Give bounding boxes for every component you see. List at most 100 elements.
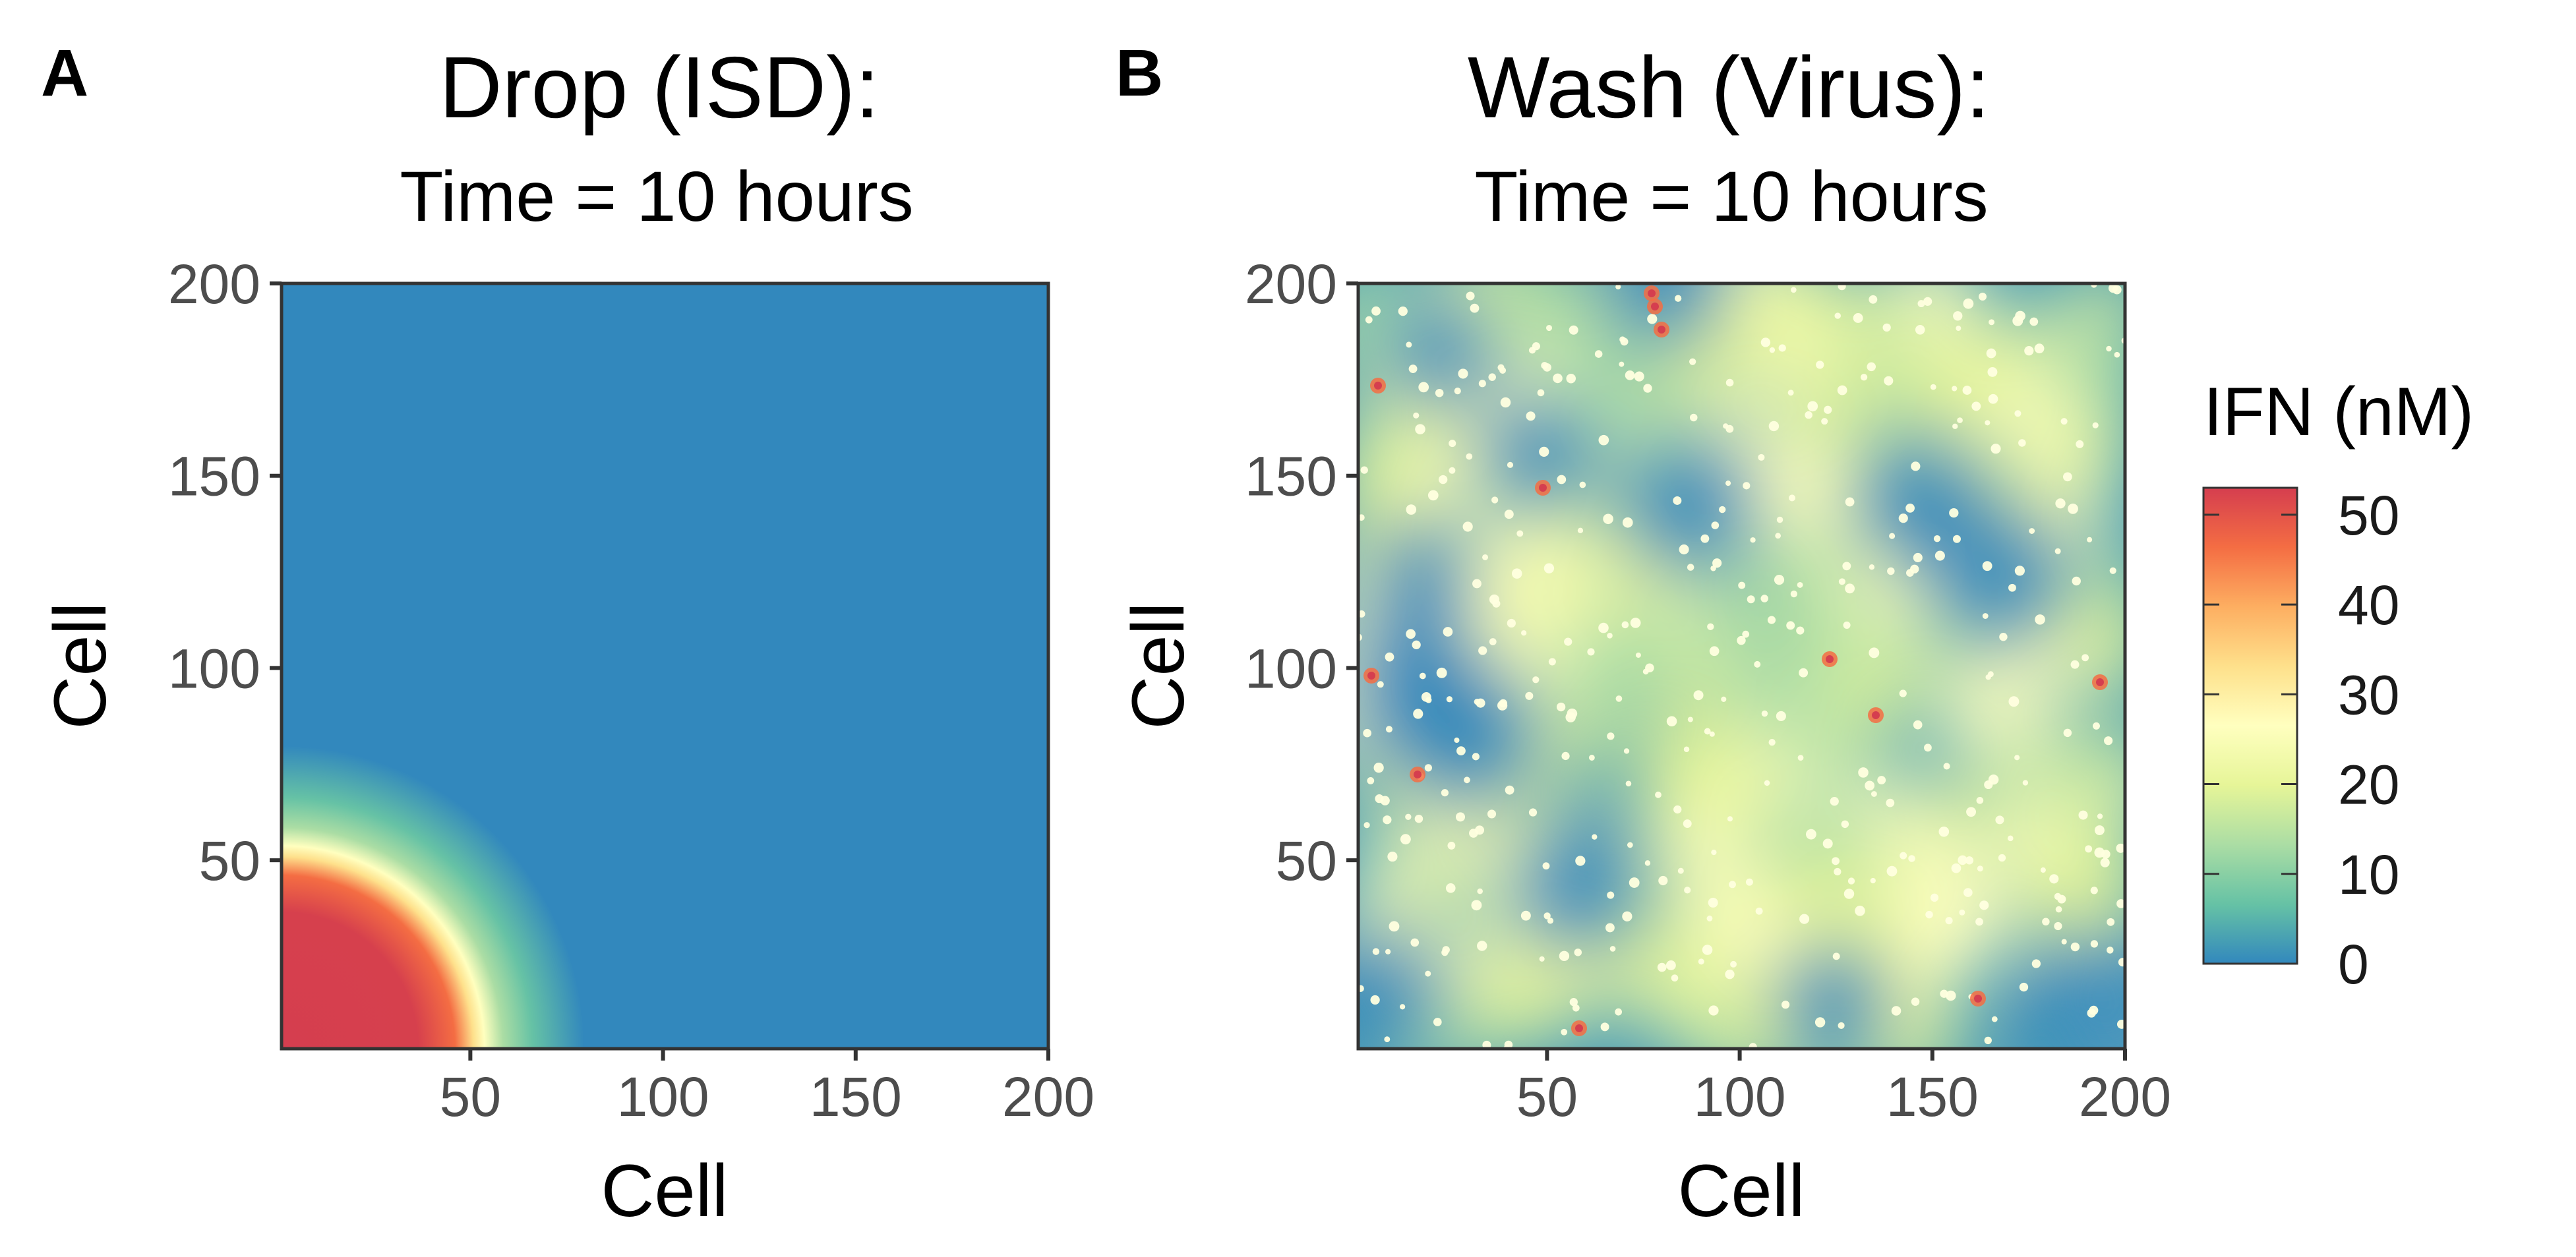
ifn-spot	[1702, 945, 1713, 955]
ifn-spot	[1598, 622, 1609, 633]
ifn-spot	[2082, 654, 2089, 662]
ifn-spot	[1882, 323, 1891, 332]
ifn-spot	[1708, 897, 1718, 908]
ifn-spot	[2029, 317, 2039, 326]
panel-a-x-tick-label: 200	[1002, 1066, 1094, 1128]
ifn-spot	[1917, 300, 1925, 308]
ifn-spot	[1442, 946, 1450, 954]
panel-b-x-tick-label: 150	[1886, 1066, 1979, 1128]
panel-b-y-tick-label: 150	[1245, 446, 1337, 508]
ifn-spot	[1799, 914, 1810, 924]
ifn-spot	[1491, 496, 1499, 504]
ifn-spot	[1991, 1016, 1998, 1022]
ifn-spot	[1887, 567, 1895, 575]
ifn-spot	[1999, 633, 2008, 641]
panel-b-letter: B	[1116, 36, 1163, 110]
ifn-spot	[1623, 748, 1630, 754]
ifn-spot	[1712, 558, 1722, 568]
ifn-spot	[1925, 910, 1933, 919]
ifn-spot	[1822, 838, 1833, 849]
panel-b-y-tick-label: 200	[1245, 253, 1337, 315]
ifn-spot	[1406, 341, 1412, 348]
panel-b-y-axis-title: Cell	[1117, 602, 1199, 730]
ifn-spot	[1406, 629, 1416, 639]
ifn-spot	[2092, 422, 2099, 428]
ifn-spot	[1516, 530, 1524, 537]
ifn-spot	[1841, 820, 1849, 829]
ifn-spot	[1709, 731, 1715, 737]
ifn-spot	[1418, 382, 1429, 393]
ifn-spot	[1542, 862, 1550, 870]
ifn-spot	[2035, 614, 2045, 625]
ifn-spot	[1475, 825, 1485, 835]
ifn-spot	[1745, 878, 1753, 886]
ifn-spot	[1598, 434, 1609, 446]
ifn-low-patch	[1506, 816, 1648, 958]
ifn-spot	[1721, 696, 1727, 702]
ifn-spot	[2018, 439, 2026, 447]
ifn-spot	[1755, 907, 1763, 915]
ifn-spot	[1982, 561, 1992, 571]
ifn-spot	[2055, 498, 2066, 509]
ifn-spot	[1666, 716, 1677, 727]
ifn-spot	[1658, 875, 1668, 886]
ifn-spot	[1989, 319, 1995, 326]
ifn-spot	[1607, 732, 1615, 740]
ifn-spot	[1987, 366, 1998, 377]
ifn-spot	[1910, 564, 1919, 573]
ifn-spot	[1845, 497, 1855, 507]
ifn-spot	[1447, 842, 1456, 850]
ifn-spot	[1419, 672, 1426, 680]
ifn-spot	[1979, 900, 1989, 910]
ifn-spot	[1400, 834, 1411, 845]
ifn-spot	[2024, 346, 2034, 356]
ifn-spot	[1358, 610, 1365, 618]
ifn-spot	[1588, 755, 1595, 761]
ifn-spot	[1769, 347, 1776, 353]
ifn-spot	[2014, 410, 2022, 417]
ifn-spot	[1673, 805, 1682, 814]
ifn-spot	[1543, 563, 1555, 573]
ifn-spot	[2076, 440, 2084, 448]
ifn-spot	[1987, 671, 1994, 678]
ifn-low-patch	[1358, 927, 1449, 1049]
ifn-spot	[1760, 337, 1771, 347]
ifn-spot	[1367, 776, 1375, 784]
ifn-spot	[1790, 590, 1797, 598]
ifn-spot	[1709, 646, 1720, 657]
ifn-spot	[1620, 337, 1629, 346]
ifn-hot-spot-core	[2096, 678, 2104, 686]
ifn-spot	[1472, 753, 1480, 761]
ifn-spot	[1441, 789, 1449, 797]
ifn-spot	[1643, 384, 1652, 393]
ifn-spot	[1435, 388, 1444, 397]
ifn-spot	[1621, 621, 1629, 629]
ifn-spot	[1425, 970, 1431, 977]
ifn-spot	[1622, 911, 1632, 921]
ifn-spot	[1838, 283, 1846, 291]
ifn-spot	[1472, 579, 1482, 589]
panel-a-y-tick-label: 50	[199, 830, 260, 892]
ifn-spot	[1768, 739, 1776, 746]
ifn-spot	[1569, 998, 1578, 1007]
ifn-spot	[1718, 506, 1726, 513]
ifn-spot	[1634, 371, 1644, 382]
ifn-patch	[1475, 963, 1563, 1049]
ifn-spot	[2070, 660, 2080, 669]
ifn-spot	[1478, 646, 1487, 655]
ifn-spot	[1843, 889, 1855, 899]
ifn-spot	[1489, 638, 1497, 645]
ifn-spot	[2014, 755, 2020, 761]
legend-colorbar	[2202, 486, 2298, 965]
ifn-spot	[1962, 386, 1972, 395]
ifn-spot	[1975, 918, 1983, 926]
ifn-spot	[1791, 287, 1797, 293]
ifn-spot	[2085, 845, 2093, 853]
ifn-spot	[1504, 510, 1514, 519]
ifn-spot	[1727, 816, 1733, 822]
panel-b-y-tick-label: 100	[1245, 637, 1337, 699]
ifn-spot	[1413, 709, 1423, 719]
ifn-spot	[2090, 940, 2099, 948]
ifn-spot	[1470, 303, 1480, 313]
ifn-spot	[1832, 857, 1840, 865]
